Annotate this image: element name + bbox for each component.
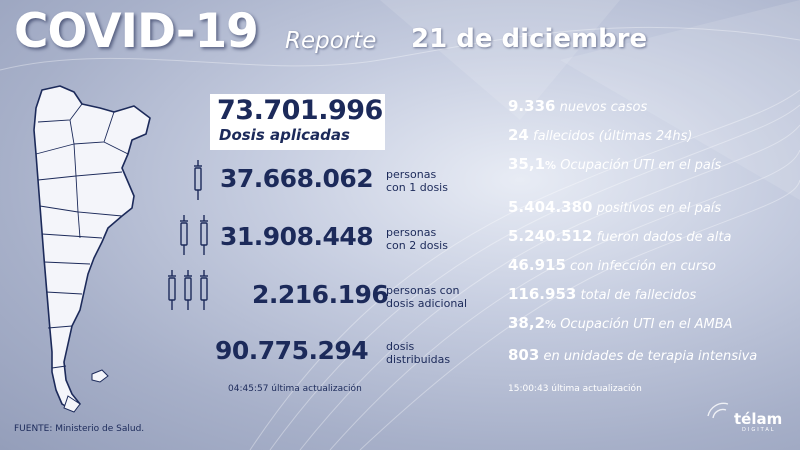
syringe-triple-icon	[168, 270, 208, 310]
icu-country-label: Ocupación UTI en el país	[560, 158, 722, 173]
telam-logo: télam	[734, 410, 783, 428]
icu-country-percent: %	[545, 159, 557, 172]
total-deaths-label: total de fallecidos	[580, 288, 697, 303]
icu-country-stat: 35,1% Ocupación UTI en el país	[508, 155, 721, 173]
source-note: FUENTE: Ministerio de Salud.	[14, 424, 145, 434]
positives-label: positivos en el país	[596, 201, 722, 216]
total-doses-label: Dosis aplicadas	[219, 126, 350, 144]
distributed-doses-value: 90.775.294	[215, 336, 369, 365]
deaths-label: fallecidos (últimas 24hs)	[533, 129, 693, 144]
two-doses-value: 31.908.448	[220, 222, 374, 251]
active-value: 46.915	[508, 256, 566, 274]
two-doses-label: personas con 2 dosis	[386, 226, 448, 252]
deaths-value: 24	[508, 126, 529, 144]
icu-amba-stat: 38,2% Ocupación UTI en el AMBA	[508, 314, 733, 332]
icu-amba-percent: %	[545, 318, 557, 331]
icu-amba-label: Ocupación UTI en el AMBA	[560, 317, 733, 332]
vaccination-last-update: 04:45:57 última actualización	[228, 384, 362, 394]
total-doses-box	[210, 94, 385, 150]
syringe-pair-icon	[180, 215, 208, 255]
discharged-value: 5.240.512	[508, 227, 593, 245]
distributed-doses-label: dosis distribuidas	[386, 340, 451, 366]
report-date: 21 de diciembre	[411, 24, 648, 54]
positives-value: 5.404.380	[508, 198, 593, 216]
map-argentina-icon	[33, 85, 151, 413]
icu-amba-value: 38,2	[508, 314, 546, 332]
syringe-icon	[194, 160, 202, 200]
icu-units-value: 803	[508, 346, 540, 364]
icu-units-label: en unidades de terapia intensiva	[543, 349, 758, 364]
icu-country-value: 35,1	[508, 155, 546, 173]
active-label: con infección en curso	[570, 259, 716, 274]
total-deaths-stat: 116.953 total de fallecidos	[508, 285, 696, 303]
one-dose-label: personas con 1 dosis	[386, 168, 448, 194]
one-dose-value: 37.668.062	[220, 164, 374, 193]
islands-icon	[91, 369, 109, 383]
new-cases-label: nuevos casos	[559, 100, 648, 115]
total-deaths-value: 116.953	[508, 285, 577, 303]
page-title: COVID-19	[14, 4, 259, 59]
active-stat: 46.915 con infección en curso	[508, 256, 716, 274]
positives-stat: 5.404.380 positivos en el país	[508, 198, 721, 216]
icu-units-stat: 803 en unidades de terapia intensiva	[508, 346, 757, 364]
deaths-stat: 24 fallecidos (últimas 24hs)	[508, 126, 692, 144]
new-cases-value: 9.336	[508, 97, 556, 115]
discharged-label: fueron dados de alta	[596, 230, 732, 245]
cases-last-update: 15:00:43 última actualización	[508, 384, 642, 394]
new-cases-stat: 9.336 nuevos casos	[508, 97, 647, 115]
telam-logo-sub: DIGITAL	[742, 427, 776, 433]
total-doses-value: 73.701.996	[217, 95, 383, 126]
discharged-stat: 5.240.512 fueron dados de alta	[508, 227, 731, 245]
additional-dose-value: 2.216.196	[252, 280, 389, 309]
wifi-signal-icon	[707, 402, 729, 419]
report-label: Reporte	[285, 28, 377, 54]
additional-dose-label: personas con dosis adicional	[386, 284, 468, 310]
